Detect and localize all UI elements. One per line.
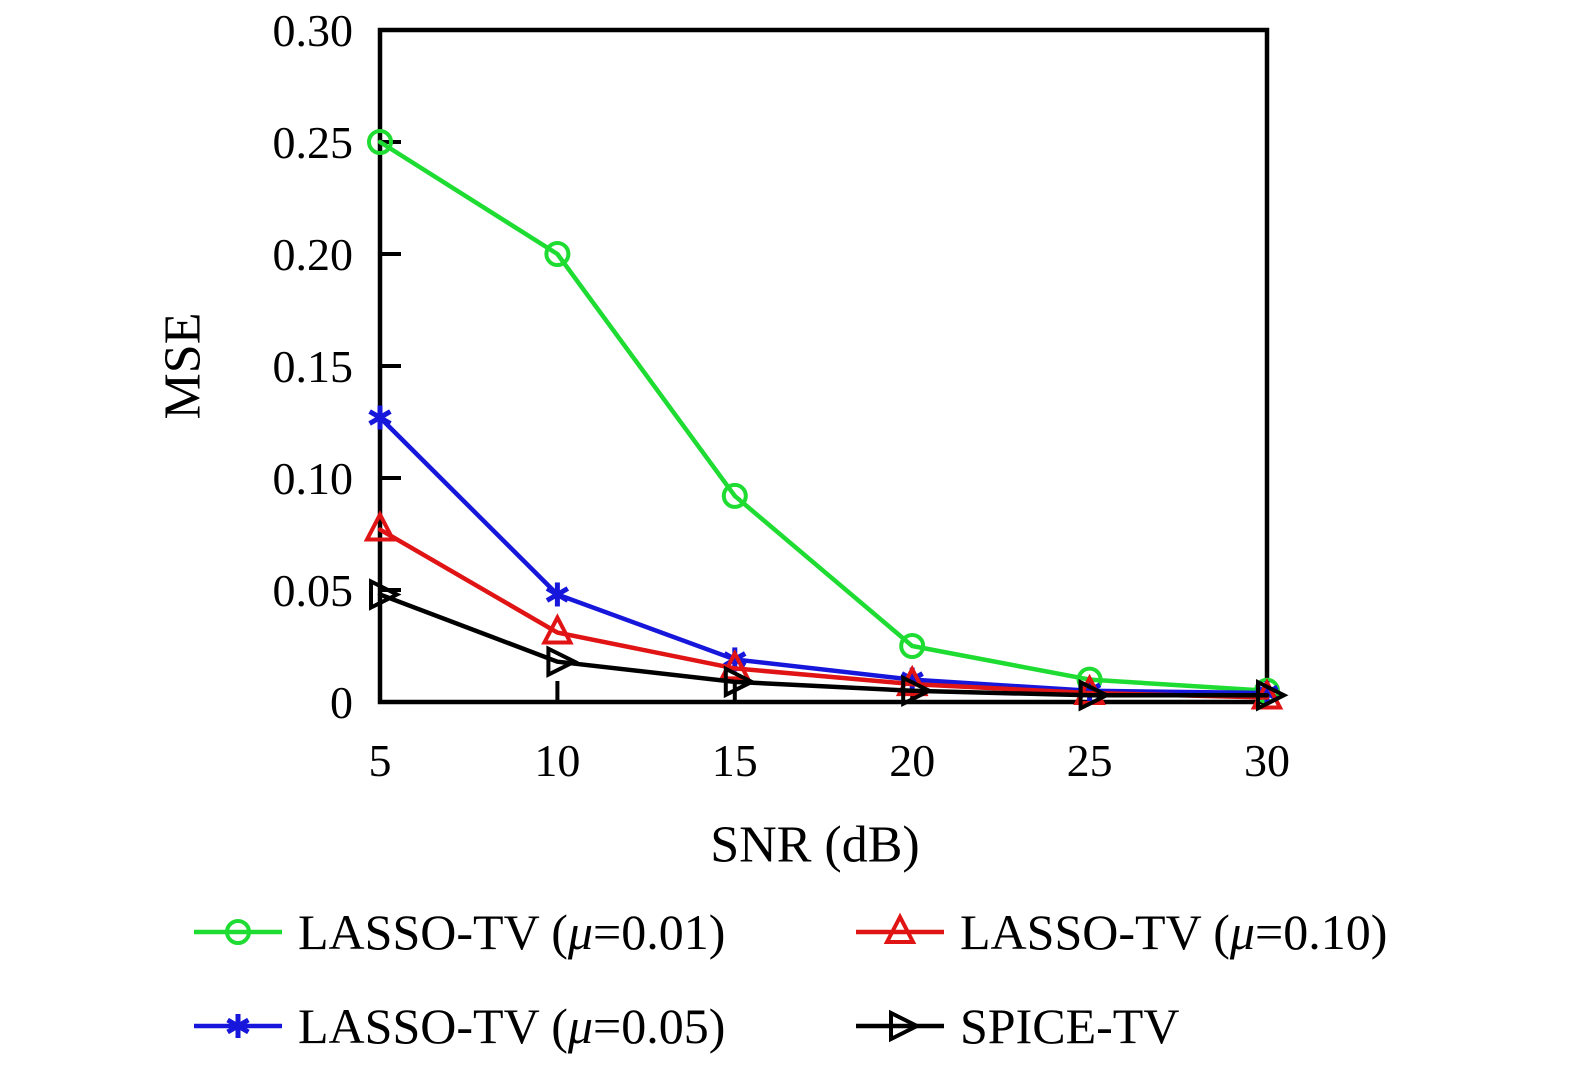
legend-label-mu: μ <box>567 904 594 960</box>
legend-label: SPICE-TV <box>960 997 1179 1055</box>
asterisk-marker-icon <box>368 409 392 426</box>
series-line <box>377 415 1270 696</box>
x-axis-title: SNR (dB) <box>710 816 920 874</box>
circle-marker-icon <box>367 129 393 155</box>
asterisk-marker-icon <box>194 1014 282 1038</box>
triangle-right-marker-icon <box>1256 679 1289 712</box>
plot-box <box>377 27 1270 705</box>
x-tick-label: 15 <box>712 735 758 786</box>
legend-label: LASSO-TV (μ=0.05) <box>298 997 725 1055</box>
legend-label-mu: μ <box>1229 904 1256 960</box>
circle-marker-icon <box>225 919 251 945</box>
triangle-up-marker-icon <box>718 649 752 681</box>
legend: LASSO-TV (μ=0.01) LASSO-TV (μ=0.10) LASS… <box>192 903 1387 1055</box>
x-tick-label: 5 <box>369 735 392 786</box>
circle-marker-icon <box>899 633 926 659</box>
x-tick-label: 25 <box>1067 735 1113 786</box>
legend-label-value: =0.05) <box>593 998 726 1054</box>
triangle-right-marker-icon <box>856 1009 944 1043</box>
y-tick-label: 0.10 <box>273 453 354 504</box>
asterisk-marker-icon <box>226 1017 250 1035</box>
y-tick-label: 0.20 <box>273 229 354 280</box>
legend-entry-lasso-tv-mu-0-01: LASSO-TV (μ=0.01) <box>192 903 854 961</box>
y-tick-label: 0.25 <box>273 117 354 168</box>
y-tick-label: 0 <box>330 677 353 728</box>
legend-entry-spice-tv: SPICE-TV <box>854 997 1387 1055</box>
circle-marker-icon <box>194 919 282 945</box>
legend-label-text: LASSO-TV ( <box>960 904 1230 960</box>
triangle-up-marker-icon <box>883 912 917 944</box>
series-line <box>377 139 1270 694</box>
legend-label-value: =0.01) <box>593 904 726 960</box>
triangle-right-marker-icon <box>723 665 757 699</box>
legend-entry-lasso-tv-mu-0-05: LASSO-TV (μ=0.05) <box>192 997 854 1055</box>
legend-label: LASSO-TV (μ=0.10) <box>960 903 1387 961</box>
x-tick-label: 10 <box>534 735 580 786</box>
series-line <box>377 592 1270 698</box>
circle-marker-icon <box>721 482 748 509</box>
triangle-up-marker-icon <box>895 664 929 697</box>
triangle-right-marker-icon <box>546 645 579 678</box>
circle-marker-icon <box>544 241 571 267</box>
triangle-up-marker-icon <box>856 912 944 944</box>
x-tick-label: 20 <box>889 735 935 786</box>
y-tick-label: 0.15 <box>273 341 354 392</box>
legend-label: LASSO-TV (μ=0.01) <box>298 903 725 961</box>
y-axis-title: MSE <box>154 312 212 420</box>
x-tick-label: 30 <box>1244 735 1290 786</box>
y-tick-label: 0.05 <box>273 565 354 616</box>
triangle-right-marker-icon <box>889 1009 922 1043</box>
legend-label-text: SPICE-TV <box>960 998 1180 1054</box>
asterisk-marker-icon <box>545 586 570 603</box>
triangle-right-marker-icon <box>1078 679 1112 712</box>
legend-label-text: LASSO-TV ( <box>298 904 568 960</box>
legend-label-text: LASSO-TV ( <box>298 998 568 1054</box>
series-line <box>377 527 1270 700</box>
triangle-right-marker-icon <box>369 578 402 611</box>
y-tick-label: 0.30 <box>273 5 354 56</box>
legend-label-value: =0.10) <box>1255 904 1388 960</box>
legend-entry-lasso-tv-mu-0-10: LASSO-TV (μ=0.10) <box>854 903 1387 961</box>
triangle-up-marker-icon <box>541 613 574 645</box>
triangle-right-marker-icon <box>901 674 934 708</box>
legend-label-mu: μ <box>567 998 594 1054</box>
triangle-up-marker-icon <box>363 510 397 542</box>
